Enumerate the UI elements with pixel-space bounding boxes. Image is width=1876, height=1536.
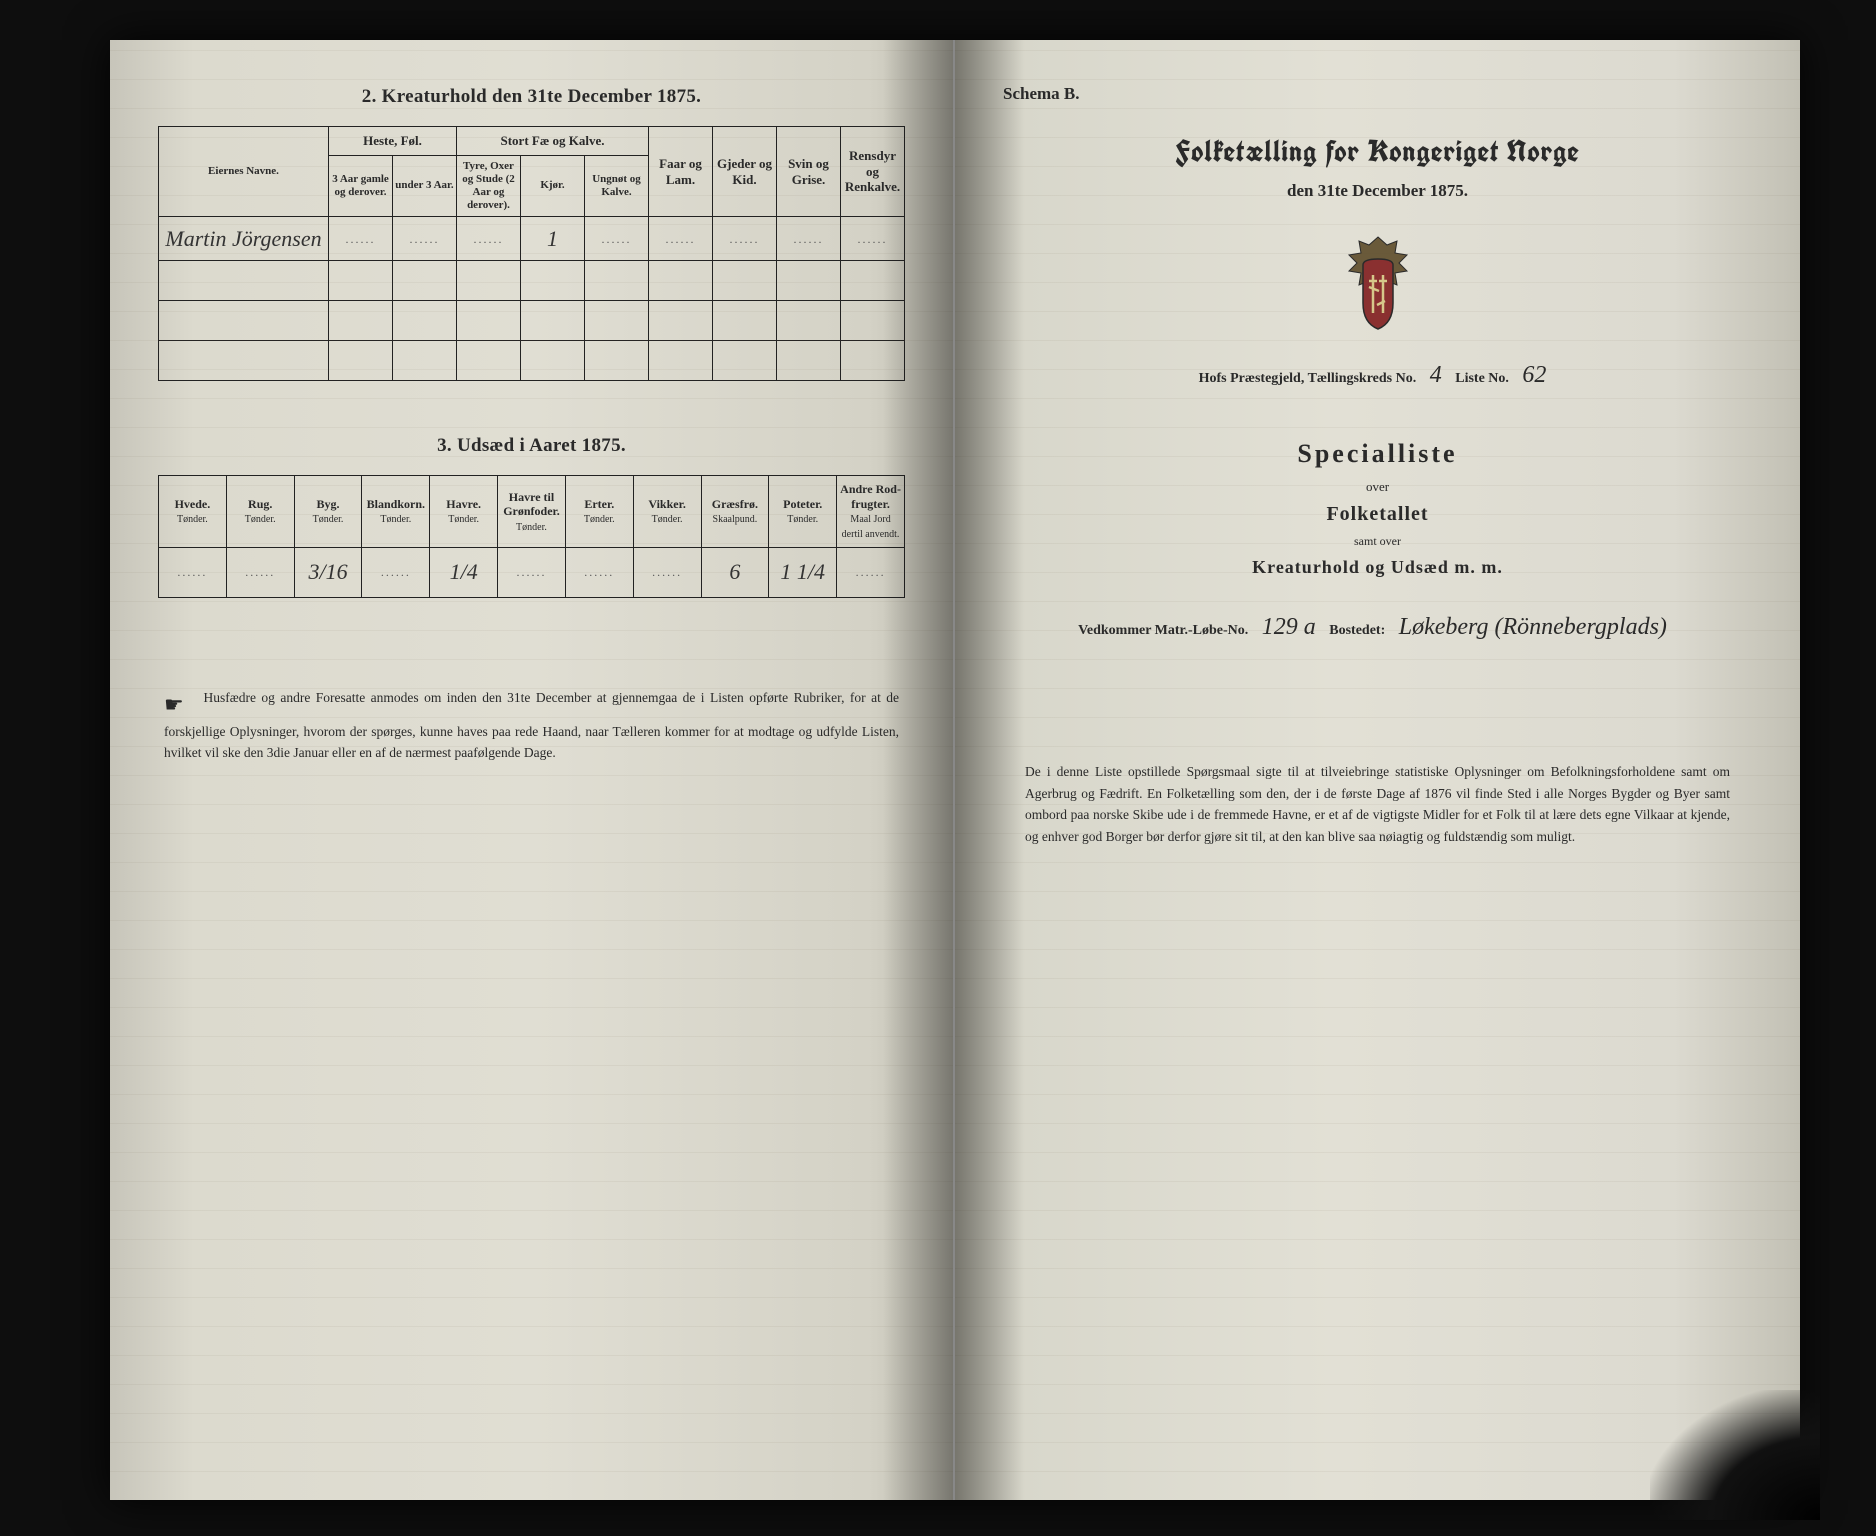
sub-date: den 31te December 1875. <box>1003 181 1752 201</box>
cell: ...... <box>837 548 905 598</box>
seed-table: Hvede.Tønder. Rug.Tønder. Byg.Tønder. Bl… <box>158 475 905 598</box>
c-poteter: Poteter.Tønder. <box>769 476 837 548</box>
c-graes: Græsfrø.Skaalpund. <box>701 476 769 548</box>
kreaturhold: Kreaturhold og Udsæd m. m. <box>1003 557 1752 578</box>
schema-label: Schema B. <box>1003 84 1752 104</box>
c-havre: Havre.Tønder. <box>430 476 498 548</box>
footnote-text: Husfædre og andre Foresatte anmodes om i… <box>164 690 899 760</box>
cell: ...... <box>329 217 393 261</box>
cell: ...... <box>585 217 649 261</box>
main-title: Folketælling for Kongeriget Norge <box>1003 132 1752 171</box>
cell: ...... <box>362 548 430 598</box>
hdr-faar: Faar og Lam. <box>649 127 713 217</box>
vedkommer-line: Vedkommer Matr.-Løbe-No. 129 a Bostedet:… <box>1003 614 1752 641</box>
section2-title: 2. Kreaturhold den 31te December 1875. <box>158 86 905 108</box>
cell: ...... <box>393 217 457 261</box>
left-footnote: ☛ Husfædre og andre Foresatte anmodes om… <box>158 688 905 764</box>
owner-name: Martin Jörgensen <box>159 217 329 261</box>
cell: ...... <box>159 548 227 598</box>
pointer-icon: ☛ <box>164 688 198 722</box>
blank-row <box>159 261 905 301</box>
over-1: over <box>1003 479 1752 495</box>
cell: ...... <box>498 548 566 598</box>
hdr-svin: Svin og Grise. <box>777 127 841 217</box>
sub-heste-b: under 3 Aar. <box>393 155 457 217</box>
folketallet: Folketallet <box>1003 503 1752 526</box>
kreds-no: 4 <box>1420 362 1452 388</box>
cell: ...... <box>649 217 713 261</box>
cell: ...... <box>226 548 294 598</box>
matr-no: 129 a <box>1252 614 1326 640</box>
cell-havre: 1/4 <box>430 548 498 598</box>
cell-poteter: 1 1/4 <box>769 548 837 598</box>
c-erter: Erter.Tønder. <box>565 476 633 548</box>
sub-stort-b: Kjør. <box>521 155 585 217</box>
right-footnote: De i denne Liste opstillede Spørgsmaal s… <box>1003 761 1752 847</box>
hdr-stort: Stort Fæ og Kalve. <box>457 127 649 156</box>
c-hvede: Hvede.Tønder. <box>159 476 227 548</box>
hdr-rensdyr: Rensdyr og Renkalve. <box>841 127 905 217</box>
samt-over: samt over <box>1003 534 1752 549</box>
hdr-heste: Heste, Føl. <box>329 127 457 156</box>
sub-stort-a: Tyre, Oxer og Stude (2 Aar og derover). <box>457 155 521 217</box>
liste-no: 62 <box>1512 362 1556 388</box>
livestock-table: Eiernes Navne. Heste, Føl. Stort Fæ og K… <box>158 126 905 381</box>
right-page: Schema B. Folketælling for Kongeriget No… <box>955 40 1800 1500</box>
cell: ...... <box>713 217 777 261</box>
c-rug: Rug.Tønder. <box>226 476 294 548</box>
liste-label: Liste No. <box>1455 371 1509 386</box>
cell: ...... <box>633 548 701 598</box>
blank-row <box>159 301 905 341</box>
cell-byg: 3/16 <box>294 548 362 598</box>
left-page: 2. Kreaturhold den 31te December 1875. E… <box>110 40 955 1500</box>
parish-prefix: Hofs Præstegjeld, Tællingskreds No. <box>1199 371 1417 386</box>
seed-row: ...... ...... 3/16 ...... 1/4 ...... ...… <box>159 548 905 598</box>
cell: ...... <box>457 217 521 261</box>
c-havre-gr: Havre til Grønfoder.Tønder. <box>498 476 566 548</box>
sub-heste-a: 3 Aar gamle og derover. <box>329 155 393 217</box>
livestock-row: Martin Jörgensen ...... ...... ...... 1 … <box>159 217 905 261</box>
hdr-gjeder: Gjeder og Kid. <box>713 127 777 217</box>
specialliste-title: Specialliste <box>1003 439 1752 469</box>
cell: ...... <box>565 548 633 598</box>
coat-of-arms-icon <box>1003 231 1752 336</box>
cell-graes: 6 <box>701 548 769 598</box>
corner-shadow <box>1650 1390 1820 1520</box>
bostedet-value: Løkeberg (Rönnebergplads) <box>1389 614 1677 640</box>
blank-row <box>159 341 905 381</box>
owner-header: Eiernes Navne. <box>159 127 329 217</box>
open-book: 2. Kreaturhold den 31te December 1875. E… <box>110 40 1800 1500</box>
c-andre: Andre Rod-frugter.Maal Jord dertil anven… <box>837 476 905 548</box>
cell-kjor: 1 <box>521 217 585 261</box>
vedk-prefix: Vedkommer Matr.-Løbe-No. <box>1078 623 1248 638</box>
sub-stort-c: Ungnøt og Kalve. <box>585 155 649 217</box>
c-byg: Byg.Tønder. <box>294 476 362 548</box>
c-bland: Blandkorn.Tønder. <box>362 476 430 548</box>
bostedet-label: Bostedet: <box>1329 623 1385 638</box>
cell: ...... <box>777 217 841 261</box>
parish-line: Hofs Præstegjeld, Tællingskreds No. 4 Li… <box>1003 362 1752 389</box>
scanner-bed: 2. Kreaturhold den 31te December 1875. E… <box>0 0 1876 1536</box>
cell: ...... <box>841 217 905 261</box>
section3-title: 3. Udsæd i Aaret 1875. <box>158 435 905 457</box>
c-vikker: Vikker.Tønder. <box>633 476 701 548</box>
